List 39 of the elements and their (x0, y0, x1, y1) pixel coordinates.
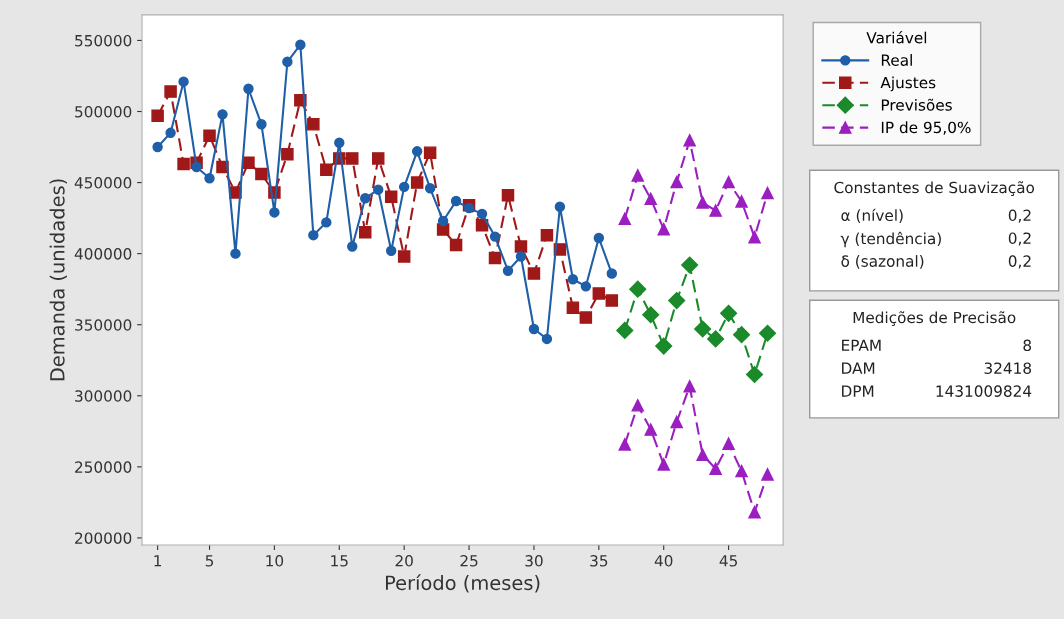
x-tick-label: 25 (460, 555, 478, 567)
legend-label: IP de 95,0% (881, 121, 971, 135)
text: 8 (1023, 339, 1032, 352)
legend-label: Real (881, 54, 912, 66)
y-tick-label: 250000 (75, 461, 132, 473)
x-tick-label: 1 (154, 555, 162, 567)
text: 0,2 (1008, 209, 1031, 223)
text: γ (tendência) (840, 231, 941, 248)
x-tick-label: 10 (266, 555, 284, 567)
x-tick-label: 20 (395, 555, 413, 567)
text: EPAM (842, 339, 881, 351)
x-tick-label: 5 (205, 555, 214, 567)
text: δ (sazonal) (841, 255, 924, 269)
x-tick-label: 35 (590, 555, 608, 567)
y-axis-title: Demanda (unidades) (49, 179, 67, 381)
x-tick-label: 15 (331, 555, 348, 567)
text: 1431009824 (936, 385, 1032, 397)
y-tick-label: 350000 (75, 319, 132, 331)
text: Constantes de Suavização (834, 181, 1035, 196)
x-tick-label: 40 (654, 555, 673, 567)
legend-label: Previsões (881, 98, 952, 111)
x-tick-label: 45 (719, 555, 737, 567)
y-tick-label: 200000 (75, 532, 132, 544)
text: 0,2 (1008, 255, 1031, 269)
y-tick-label: 550000 (75, 34, 132, 47)
y-tick-label: 400000 (74, 248, 132, 260)
x-axis-title: Período (meses) (385, 574, 540, 593)
legend-label: Ajustes (880, 76, 936, 92)
y-tick-label: 300000 (75, 390, 132, 402)
text: Medições de Precisão (853, 311, 1016, 326)
y-tick-label: 450000 (74, 177, 132, 189)
text: DAM (842, 362, 875, 374)
text: 32418 (984, 362, 1032, 374)
text: DPM (842, 385, 874, 397)
text: α (nível) (841, 208, 903, 223)
y-tick-label: 500000 (75, 105, 132, 118)
legend-title: Variável (866, 31, 927, 44)
x-tick-label: 30 (525, 555, 543, 567)
text: 0,2 (1008, 232, 1031, 246)
